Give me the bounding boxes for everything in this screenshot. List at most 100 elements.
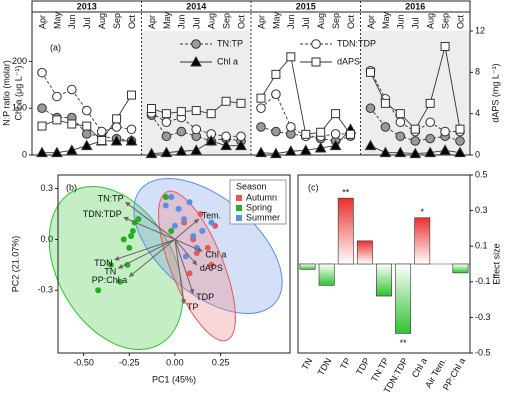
bar bbox=[337, 197, 354, 265]
point bbox=[455, 124, 465, 134]
point bbox=[221, 131, 231, 142]
point bbox=[380, 122, 391, 132]
point bbox=[220, 139, 232, 151]
ellipse-spring bbox=[48, 185, 184, 351]
point bbox=[191, 124, 202, 135]
point bbox=[366, 67, 375, 77]
legend-marker bbox=[311, 39, 321, 49]
legend-label: Chl a bbox=[217, 56, 238, 66]
x-tick-label: -0.25 bbox=[119, 357, 140, 367]
year-label: 2015 bbox=[296, 1, 316, 11]
month-label: Jun bbox=[177, 14, 187, 29]
y-tick-label: 100 bbox=[12, 103, 27, 113]
point bbox=[424, 146, 437, 158]
y-tick-label: -0.1 bbox=[475, 276, 491, 286]
point bbox=[236, 98, 246, 108]
loading-arrow bbox=[174, 239, 186, 305]
point bbox=[271, 126, 281, 137]
point bbox=[96, 126, 107, 137]
point bbox=[379, 146, 392, 158]
month-label: May bbox=[381, 11, 391, 29]
x-tick-label: TN bbox=[300, 356, 315, 371]
point bbox=[107, 261, 114, 268]
loading-label: TP bbox=[187, 302, 199, 312]
panel-label: (a) bbox=[50, 42, 61, 52]
point bbox=[162, 194, 169, 201]
point bbox=[37, 103, 47, 114]
loading-label: Chl a bbox=[205, 250, 226, 260]
point bbox=[181, 216, 188, 223]
legend-label: TN:TP bbox=[217, 38, 243, 48]
point bbox=[127, 90, 136, 100]
month-label: Apr bbox=[366, 15, 376, 29]
point bbox=[284, 145, 297, 156]
point bbox=[117, 278, 124, 285]
month-label: Oct bbox=[455, 14, 465, 29]
month-label: Jul bbox=[411, 17, 421, 29]
point bbox=[301, 129, 311, 139]
point bbox=[82, 121, 92, 131]
month-label: May bbox=[52, 11, 62, 29]
legend-label: Autumn bbox=[246, 192, 277, 202]
x-axis-label: PC1 (45%) bbox=[152, 374, 196, 384]
point bbox=[454, 146, 466, 158]
point bbox=[95, 287, 102, 294]
year-label: 2013 bbox=[77, 1, 97, 11]
panel-b-frame bbox=[57, 174, 291, 354]
x-tick-label: -0.50 bbox=[73, 357, 94, 367]
loading-arrow bbox=[117, 238, 176, 269]
point bbox=[329, 139, 342, 151]
point bbox=[161, 109, 171, 119]
month-label: Jul bbox=[192, 17, 202, 29]
legend-label: Summer bbox=[246, 212, 280, 222]
point bbox=[160, 146, 173, 158]
point bbox=[286, 122, 296, 132]
bar bbox=[414, 217, 431, 265]
y2-tick-label: 4 bbox=[475, 108, 480, 118]
month-label: Aug bbox=[316, 13, 326, 29]
legend-swatch bbox=[236, 215, 242, 221]
y-tick-label: 200 bbox=[12, 56, 27, 66]
y2-tick-label: 8 bbox=[475, 67, 480, 77]
legend-swatch bbox=[236, 195, 242, 201]
point bbox=[80, 139, 93, 151]
point bbox=[316, 127, 326, 137]
point bbox=[67, 84, 77, 95]
month-label: Oct bbox=[127, 14, 137, 29]
significance-label: * bbox=[420, 207, 424, 217]
bar bbox=[395, 263, 412, 334]
y-tick-label: -0.3 bbox=[37, 285, 53, 295]
point bbox=[199, 227, 206, 234]
point bbox=[425, 117, 435, 128]
point bbox=[425, 133, 435, 144]
loading-label: dAPS bbox=[200, 263, 223, 273]
point bbox=[97, 136, 107, 146]
point bbox=[171, 222, 178, 229]
point bbox=[440, 42, 450, 51]
y-axis-label: Chl a (μg L⁻¹) bbox=[13, 66, 23, 121]
point bbox=[110, 134, 123, 146]
year-shading bbox=[141, 31, 470, 155]
y-tick-label: 0.1 bbox=[475, 241, 488, 251]
y-tick-label: 0.3 bbox=[40, 183, 53, 193]
point bbox=[409, 147, 422, 159]
point bbox=[168, 194, 175, 201]
significance-label: ** bbox=[400, 338, 408, 348]
point bbox=[176, 107, 186, 117]
point bbox=[365, 103, 376, 114]
point bbox=[191, 106, 201, 116]
panel-label: (b) bbox=[66, 182, 77, 192]
point bbox=[175, 145, 188, 156]
point bbox=[197, 210, 204, 217]
year-label: 2016 bbox=[405, 1, 425, 11]
point bbox=[208, 219, 215, 226]
point bbox=[236, 131, 246, 142]
month-label: Apr bbox=[256, 15, 266, 29]
loading-arrow bbox=[174, 218, 200, 240]
point bbox=[81, 105, 92, 116]
loading-label: TDP bbox=[196, 292, 214, 302]
point bbox=[161, 131, 172, 142]
loading-label: Tem. bbox=[202, 210, 222, 220]
legend-marker bbox=[191, 39, 201, 49]
loading-arrow bbox=[174, 238, 203, 252]
